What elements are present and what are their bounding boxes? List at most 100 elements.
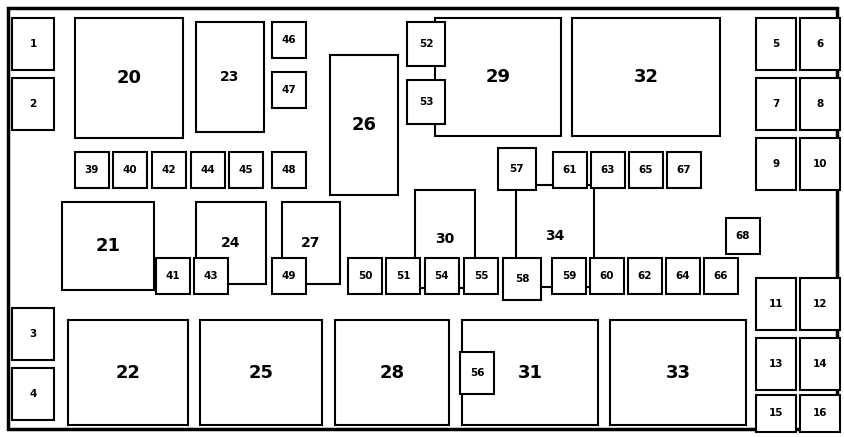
Bar	[12, 18, 54, 70]
Bar	[628, 152, 663, 188]
Bar	[75, 18, 183, 138]
Bar	[462, 320, 598, 425]
Text: 40: 40	[122, 165, 137, 175]
Text: 67: 67	[676, 165, 690, 175]
Bar	[113, 152, 147, 188]
Text: 31: 31	[517, 364, 542, 382]
Text: 47: 47	[281, 85, 296, 95]
Text: 21: 21	[95, 237, 121, 255]
Text: 23: 23	[220, 70, 240, 84]
Bar	[497, 148, 535, 190]
Text: 39: 39	[84, 165, 99, 175]
Text: 58: 58	[514, 274, 528, 284]
Bar	[755, 278, 795, 330]
Text: 62: 62	[637, 271, 652, 281]
Bar	[272, 22, 306, 58]
Bar	[425, 258, 458, 294]
Text: 10: 10	[812, 159, 826, 169]
Bar	[799, 278, 839, 330]
Text: 22: 22	[116, 364, 140, 382]
Text: 24: 24	[221, 236, 241, 250]
Text: 55: 55	[473, 271, 488, 281]
Text: 50: 50	[357, 271, 372, 281]
Bar	[755, 78, 795, 130]
Bar	[12, 78, 54, 130]
Text: 16: 16	[812, 409, 826, 419]
Text: 33: 33	[665, 364, 690, 382]
Bar	[463, 258, 497, 294]
Text: 42: 42	[161, 165, 176, 175]
Bar	[272, 258, 306, 294]
Bar	[799, 78, 839, 130]
Bar	[459, 352, 494, 394]
Text: 3: 3	[30, 329, 36, 339]
Bar	[152, 152, 186, 188]
Text: 2: 2	[30, 99, 36, 109]
Text: 45: 45	[238, 165, 253, 175]
Text: 25: 25	[248, 364, 273, 382]
Text: 9: 9	[771, 159, 779, 169]
Bar	[330, 55, 398, 195]
Text: 64: 64	[675, 271, 690, 281]
Text: 32: 32	[633, 68, 657, 86]
Text: 8: 8	[815, 99, 823, 109]
Bar	[609, 320, 745, 425]
Text: 34: 34	[544, 229, 564, 243]
Bar	[407, 22, 445, 66]
Text: 57: 57	[509, 164, 523, 174]
Bar	[12, 308, 54, 360]
Text: 1: 1	[30, 39, 36, 49]
Bar	[799, 138, 839, 190]
Text: 61: 61	[562, 165, 576, 175]
Bar	[755, 18, 795, 70]
Text: 49: 49	[281, 271, 296, 281]
Text: 68: 68	[735, 231, 749, 241]
Bar	[62, 202, 154, 290]
Bar	[703, 258, 737, 294]
Text: 48: 48	[281, 165, 296, 175]
Text: 60: 60	[599, 271, 614, 281]
Text: 65: 65	[638, 165, 652, 175]
Bar	[12, 368, 54, 420]
Text: 53: 53	[419, 97, 433, 107]
Text: 43: 43	[203, 271, 218, 281]
Bar	[229, 152, 262, 188]
Bar	[516, 185, 593, 287]
Text: 7: 7	[771, 99, 779, 109]
Bar	[282, 202, 339, 284]
Text: 59: 59	[561, 271, 576, 281]
Text: 56: 56	[469, 368, 484, 378]
Text: 12: 12	[812, 299, 826, 309]
Bar	[755, 395, 795, 432]
Text: 41: 41	[165, 271, 180, 281]
Bar	[68, 320, 187, 425]
Text: 27: 27	[301, 236, 321, 250]
Bar	[194, 258, 228, 294]
Text: 29: 29	[485, 68, 510, 86]
Bar	[755, 138, 795, 190]
Text: 44: 44	[200, 165, 215, 175]
Text: 20: 20	[116, 69, 141, 87]
Text: 51: 51	[395, 271, 410, 281]
Bar	[627, 258, 661, 294]
Text: 66: 66	[713, 271, 728, 281]
Text: 30: 30	[435, 232, 454, 246]
Bar	[571, 18, 719, 136]
Bar	[407, 80, 445, 124]
Bar	[502, 258, 540, 300]
Text: 11: 11	[768, 299, 782, 309]
Bar	[196, 202, 266, 284]
Text: 14: 14	[812, 359, 826, 369]
Text: 13: 13	[768, 359, 782, 369]
Bar	[414, 190, 474, 288]
Bar	[589, 258, 623, 294]
Bar	[725, 218, 759, 254]
Text: 63: 63	[600, 165, 614, 175]
Bar	[272, 152, 306, 188]
Bar	[334, 320, 448, 425]
Bar	[552, 152, 587, 188]
Bar	[348, 258, 381, 294]
Bar	[191, 152, 225, 188]
Text: 5: 5	[771, 39, 779, 49]
Bar	[799, 18, 839, 70]
